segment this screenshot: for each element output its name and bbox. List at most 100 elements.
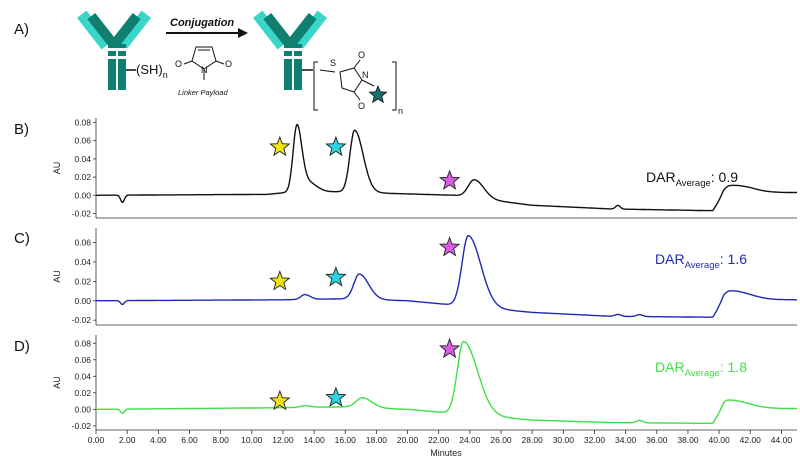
x-tick-label: 12.00 [272, 435, 294, 445]
panel-label: D) [14, 338, 30, 355]
y-axis-title: AU [52, 270, 62, 283]
scheme-panel: A) (SH)n Conjugation N [14, 10, 403, 116]
x-tick-label: 8.00 [212, 435, 229, 445]
y-tick-label: -0.02 [72, 208, 92, 218]
chromatogram-1: B) 0.08 0.06 0.04 0.02 0.00 -0.02 AU DARAverage:… [14, 118, 797, 218]
dar-average-label: DARAverage: 1.6 [655, 251, 747, 271]
dar-prefix: DAR [646, 169, 676, 185]
maleimide-structure [183, 46, 225, 80]
y-tick-label: 0.08 [74, 118, 91, 128]
x-tick-label: 14.00 [303, 435, 325, 445]
x-tick-label: 22.00 [428, 435, 450, 445]
y-axis-title: AU [52, 162, 62, 175]
peak-star-icon [438, 337, 461, 359]
succinimide-o-bottom: O [358, 101, 365, 111]
antibody-right [252, 10, 328, 90]
antibody-left: (SH)n [76, 10, 168, 90]
chromatogram-trace [96, 123, 797, 212]
x-tick-label: 34.00 [615, 435, 637, 445]
x-tick-label: 16.00 [335, 435, 357, 445]
maleimide-o-left: O [175, 59, 182, 69]
succinimide-s: S [330, 58, 336, 68]
y-tick-label: 0.08 [74, 338, 91, 348]
x-tick-label: 20.00 [397, 435, 419, 445]
antibody-right-hinge-1 [283, 48, 303, 51]
succinimide-o-top: O [358, 50, 365, 60]
x-tick-label: 6.00 [181, 435, 198, 445]
antibody-left-arm-outer-left [76, 10, 112, 50]
y-tick-label: -0.02 [72, 421, 92, 431]
antibody-left-arm-outer-right [116, 10, 152, 50]
arrow-label: Conjugation [170, 17, 234, 29]
x-tick-label: 2.00 [119, 435, 136, 445]
peak-star-icon [325, 135, 347, 157]
x-tick-label: 32.00 [584, 435, 606, 445]
x-tick-label: 36.00 [646, 435, 668, 445]
y-axis-title: AU [52, 376, 62, 389]
conjugation-arrow: Conjugation [166, 17, 248, 38]
thiol-label: (SH)n [136, 62, 168, 80]
peak-star-icon [269, 389, 291, 411]
y-tick-label: 0.04 [74, 371, 91, 381]
panel-label-a: A) [14, 21, 29, 38]
arrow-head [238, 28, 248, 38]
dar-average-label: DARAverage: 0.9 [646, 169, 738, 189]
x-tick-label: 40.00 [708, 435, 730, 445]
x-tick-label: 0.00 [88, 435, 105, 445]
peak-star-icon [438, 169, 461, 190]
reagent-label: Linker Payload [178, 88, 228, 97]
maleimide-n: N [201, 65, 208, 75]
chromatogram-trace [95, 234, 797, 318]
dar-subscript: Average [685, 260, 720, 271]
y-tick-label: 0.06 [74, 238, 91, 248]
succinimide-co-bottom [353, 91, 361, 101]
dar-average-label: DARAverage: 1.8 [655, 359, 747, 379]
x-tick-label: 24.00 [459, 435, 481, 445]
x-tick-label: 4.00 [150, 435, 167, 445]
antibody-left-hinge-2 [107, 56, 127, 59]
dar-subscript: Average [685, 368, 720, 379]
x-tick-label: 44.00 [771, 435, 793, 445]
bracket-left [313, 61, 318, 111]
y-tick-label: 0.04 [74, 257, 91, 267]
bracket-right [392, 61, 397, 111]
dar-prefix: DAR [655, 251, 685, 267]
y-tick-label: 0.00 [74, 296, 91, 306]
succinimide-ring [339, 67, 363, 93]
y-tick-label: 0.02 [74, 388, 91, 398]
peak-star-icon [269, 270, 291, 291]
payload-star-icon [368, 84, 388, 104]
dar-value: : 0.9 [711, 169, 738, 185]
panel-label: C) [14, 230, 30, 247]
s-bond [319, 69, 336, 73]
antibody-left-arm-inner-right [109, 12, 141, 50]
x-axis: 0.00 2.00 4.00 6.00 8.00 10.00 12.00 14.00 16.00… [88, 430, 793, 445]
dar-value: : 1.8 [720, 359, 747, 375]
succinimide-n: N [362, 70, 369, 80]
antibody-right-stem-a [284, 44, 292, 90]
dar-subscript: Average [676, 178, 711, 189]
y-tick-label: 0.00 [74, 190, 91, 200]
antibody-right-stem-b [294, 44, 302, 90]
x-tick-label: 38.00 [677, 435, 699, 445]
maleimide-co-left [183, 60, 193, 65]
peak-star-icon [269, 135, 291, 157]
peak-star-icon [325, 386, 347, 407]
payload-linker [361, 79, 375, 87]
y-tick-label: 0.00 [74, 404, 91, 414]
chromatogram-panels: B) 0.080.060.040.020.00-0.02AUDARAverage:… [14, 118, 797, 431]
maleimide-o-right: O [225, 59, 232, 69]
antibody-left-stem-b [118, 44, 126, 90]
succinimide-co-top [353, 59, 361, 69]
y-tick-label: 0.02 [74, 172, 91, 182]
x-tick-label: 26.00 [490, 435, 512, 445]
dar-prefix: DAR [655, 359, 685, 375]
chromatogram-2: C) 0.06 0.04 0.02 0.00 -0.02 AU DARAverage: 1.6 [14, 228, 797, 326]
panel-label: B) [14, 121, 29, 138]
chromatogram-trace [96, 340, 797, 424]
y-tick-label: -0.02 [72, 315, 92, 325]
x-tick-label: 10.00 [241, 435, 263, 445]
maleimide-ring [191, 46, 217, 70]
maleimide-co-right [215, 60, 225, 65]
